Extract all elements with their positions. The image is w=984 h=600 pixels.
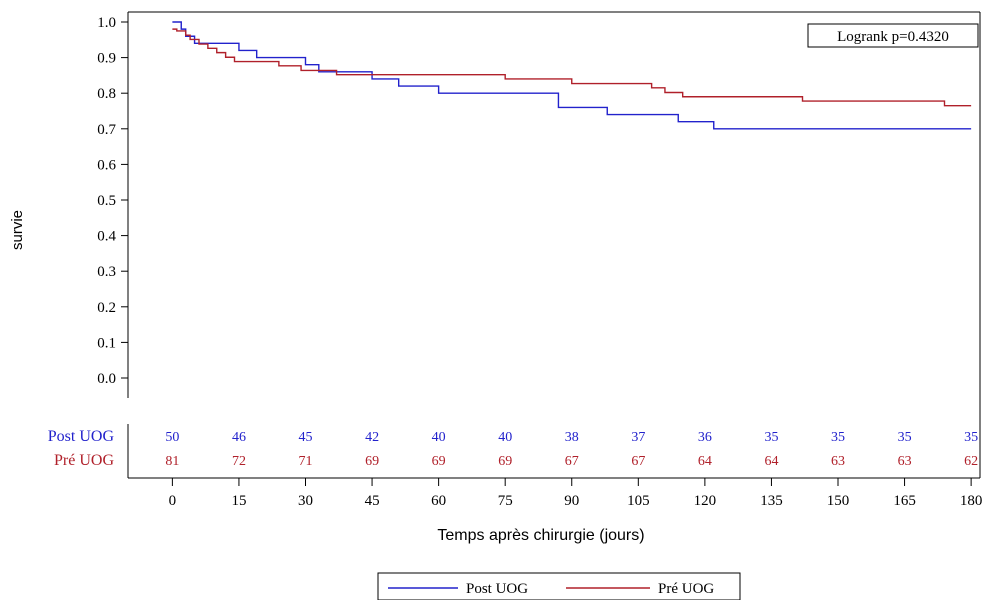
y-tick-label: 0.5 (97, 193, 116, 209)
legend-box (377, 572, 741, 600)
y-tick-label: 0.7 (97, 122, 116, 138)
y-tick-label: 0.4 (97, 229, 116, 245)
at-risk-count: 62 (964, 454, 978, 469)
at-risk-count: 63 (831, 454, 845, 469)
x-tick-label: 165 (893, 493, 916, 509)
at-risk-count: 40 (432, 430, 446, 445)
at-risk-count: 50 (165, 430, 179, 445)
at-risk-count: 72 (232, 454, 246, 469)
at-risk-count: 42 (365, 430, 379, 445)
x-tick-label: 30 (298, 493, 313, 509)
x-tick-label: 75 (498, 493, 513, 509)
survival-curve-pre-uog (172, 28, 972, 107)
y-tick-label: 0.8 (97, 86, 116, 102)
at-risk-count: 46 (232, 430, 246, 445)
x-tick-label: 135 (760, 493, 783, 509)
at-risk-count: 81 (165, 454, 179, 469)
y-tick-label: 0.0 (97, 371, 116, 387)
annotation-text: Logrank p=0.4320 (837, 29, 949, 45)
x-axis-ticks: 0 15 30 45 60 75 90 105 120 135 150 165 180 (169, 478, 983, 509)
plot-area (127, 11, 981, 479)
legend-label-pre-uog: Pré UOG (658, 581, 714, 597)
at-risk-count: 35 (831, 430, 845, 445)
at-risk-count: 67 (565, 454, 579, 469)
x-tick-label: 60 (431, 493, 446, 509)
y-tick-label: 0.6 (97, 157, 116, 173)
y-axis-ticks: 0.0 0.1 0.2 0.3 0.4 0.5 0.6 0.7 0.8 0.9 1.0 (97, 15, 128, 387)
x-tick-label: 105 (627, 493, 650, 509)
x-tick-label: 120 (694, 493, 717, 509)
x-tick-label: 45 (365, 493, 380, 509)
at-risk-count: 35 (898, 430, 912, 445)
at-risk-count: 64 (764, 454, 778, 469)
at-risk-count: 36 (698, 430, 712, 445)
at-risk-row-label: Pré UOG (54, 452, 114, 469)
y-tick-label: 0.2 (97, 300, 116, 316)
x-tick-label: 90 (564, 493, 579, 509)
at-risk-count: 35 (764, 430, 778, 445)
annotation-box (807, 23, 979, 48)
x-tick-label: 0 (169, 493, 177, 509)
at-risk-count: 35 (964, 430, 978, 445)
x-tick-label: 150 (827, 493, 850, 509)
at-risk-count: 69 (498, 454, 512, 469)
logrank-annotation: Logrank p=0.4320 (807, 23, 979, 48)
legend: Post UOG Pré UOG (377, 572, 741, 600)
at-risk-table: Post UOG 50 46 45 42 40 40 38 37 36 35 35 35 35 Pré UO… (48, 428, 978, 469)
x-tick-label: 180 (960, 493, 983, 509)
x-tick-label: 15 (231, 493, 246, 509)
at-risk-count: 64 (698, 454, 712, 469)
at-risk-count: 37 (631, 430, 645, 445)
y-axis-title: survie (9, 210, 26, 250)
at-risk-row-label: Post UOG (48, 428, 115, 445)
legend-label-post-uog: Post UOG (466, 581, 528, 597)
at-risk-count: 63 (898, 454, 912, 469)
y-tick-label: 1.0 (97, 15, 116, 31)
y-tick-label: 0.1 (97, 335, 116, 351)
at-risk-count: 69 (365, 454, 379, 469)
at-risk-count: 71 (299, 454, 313, 469)
x-axis-title: Temps après chirurgie (jours) (437, 527, 644, 544)
at-risk-count: 40 (498, 430, 512, 445)
survival-curves (172, 21, 972, 130)
at-risk-count: 69 (432, 454, 446, 469)
y-tick-label: 0.3 (97, 264, 116, 280)
at-risk-count: 45 (299, 430, 313, 445)
y-tick-label: 0.9 (97, 51, 116, 67)
survival-curve-post-uog (172, 21, 972, 130)
at-risk-count: 67 (631, 454, 645, 469)
at-risk-count: 38 (565, 430, 579, 445)
